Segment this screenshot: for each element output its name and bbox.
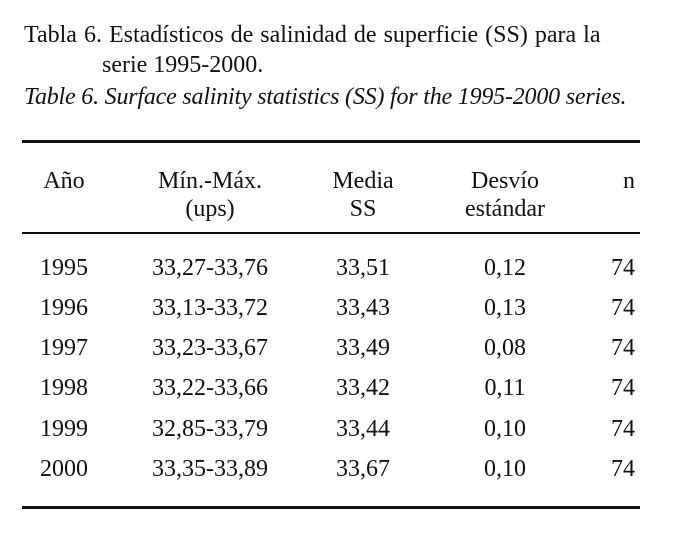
cell-std-dev: 0,11 (484, 375, 526, 401)
header-std-dev: Desvío estándar (440, 167, 570, 223)
cell-mean: 33,51 (336, 255, 390, 281)
cell-mean: 33,49 (336, 335, 390, 361)
cell-min-max: 33,27-33,76 (152, 255, 268, 281)
cell-std-dev: 0,10 (484, 416, 526, 442)
table-row: 2000 33,35-33,89 33,67 0,10 74 (0, 455, 676, 483)
cell-year: 2000 (40, 456, 88, 482)
cell-year: 1997 (40, 335, 88, 361)
header-std-dev-label: Desvío (471, 168, 539, 194)
cell-n: 74 (611, 456, 635, 482)
header-n-label: n (623, 168, 635, 194)
table-header-rule (22, 232, 640, 234)
header-std-dev-sub: estándar (465, 196, 545, 222)
cell-year: 1995 (40, 255, 88, 281)
cell-year: 1998 (40, 375, 88, 401)
table-caption-spanish: Tabla 6. Estadísticos de salinidad de su… (24, 22, 601, 48)
header-min-max: Mín.-Máx. (ups) (130, 167, 290, 223)
table-row: 1997 33,23-33,67 33,49 0,08 74 (0, 334, 676, 362)
table-caption-spanish-continued: serie 1995-2000. (102, 52, 264, 78)
table-bottom-rule (22, 506, 640, 509)
cell-std-dev: 0,13 (484, 295, 526, 321)
header-min-max-unit: (ups) (185, 196, 235, 222)
cell-std-dev: 0,12 (484, 255, 526, 281)
cell-year: 1999 (40, 416, 88, 442)
table-row: 1998 33,22-33,66 33,42 0,11 74 (0, 374, 676, 402)
cell-n: 74 (611, 295, 635, 321)
cell-min-max: 33,35-33,89 (152, 456, 268, 482)
table-top-rule (22, 140, 640, 143)
header-mean-label: Media (332, 168, 394, 194)
header-mean: Media SS (318, 167, 408, 223)
cell-mean: 33,67 (336, 456, 390, 482)
cell-n: 74 (611, 255, 635, 281)
cell-min-max: 33,22-33,66 (152, 375, 268, 401)
cell-n: 74 (611, 335, 635, 361)
header-year: Año (22, 167, 106, 195)
header-year-label: Año (43, 168, 85, 194)
table-row: 1996 33,13-33,72 33,43 0,13 74 (0, 294, 676, 322)
cell-n: 74 (611, 416, 635, 442)
table-caption-english: Table 6. Surface salinity statistics (SS… (24, 84, 627, 110)
cell-mean: 33,44 (336, 416, 390, 442)
cell-mean: 33,42 (336, 375, 390, 401)
cell-mean: 33,43 (336, 295, 390, 321)
header-min-max-label: Mín.-Máx. (158, 168, 262, 194)
header-mean-sub: SS (349, 196, 377, 222)
table-row: 1995 33,27-33,76 33,51 0,12 74 (0, 254, 676, 282)
table-row: 1999 32,85-33,79 33,44 0,10 74 (0, 415, 676, 443)
cell-n: 74 (611, 375, 635, 401)
cell-min-max: 33,13-33,72 (152, 295, 268, 321)
cell-year: 1996 (40, 295, 88, 321)
cell-std-dev: 0,10 (484, 456, 526, 482)
cell-min-max: 33,23-33,67 (152, 335, 268, 361)
cell-std-dev: 0,08 (484, 335, 526, 361)
cell-min-max: 32,85-33,79 (152, 416, 268, 442)
header-n: n (585, 167, 635, 195)
